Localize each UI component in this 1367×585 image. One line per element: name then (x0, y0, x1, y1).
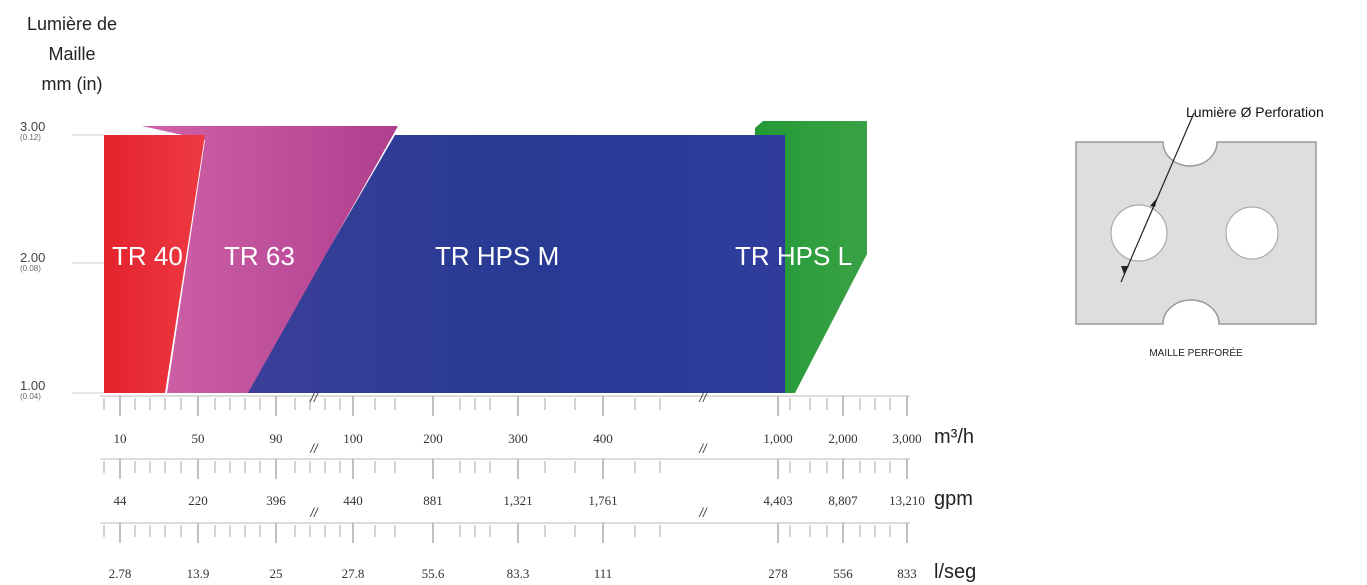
x-axis-0-tick-label: 50 (192, 431, 205, 446)
x-axis-1-tick-label: 1,321 (503, 493, 532, 508)
y-tick-2-sub: (0.08) (20, 264, 41, 273)
axis-break-marker: // (309, 505, 319, 520)
arrow-head-top (1150, 198, 1157, 207)
perforation-label: Lumière Ø Perforation (1186, 104, 1324, 120)
label-tr-63: TR 63 (224, 241, 295, 271)
axis-break-marker: // (309, 441, 319, 456)
x-axis-2-tick-label: 27.8 (342, 566, 365, 581)
diameter-arrow-line (1120, 112, 1195, 283)
diagram-caption: MAILLE PERFORÉE (1149, 346, 1243, 359)
label-tr-40: TR 40 (112, 241, 183, 271)
x-axis-2-tick-label: 111 (594, 566, 613, 581)
x-axis-2-tick-label: 833 (897, 566, 917, 581)
x-axes: 10 50 90 100 200 300 400 1,000 2,000 3,000 // // m³/… (100, 390, 976, 583)
axis-break-marker: // (698, 390, 708, 405)
x-axis-1-unit: gpm (934, 488, 973, 510)
axis-break-marker: // (698, 441, 708, 456)
x-axis-1-tick-label: 1,761 (588, 493, 617, 508)
perforated-mesh-diagram: Lumière Ø Perforation MAILLE PERFORÉE (1075, 104, 1324, 359)
x-axis-1-tick-label: 4,403 (763, 493, 792, 508)
x-axis-1-tick-label: 44 (114, 493, 128, 508)
area-tr-40 (104, 135, 205, 393)
x-axis-1-tick-label: 440 (343, 493, 363, 508)
x-axis-1-tick-label: 8,807 (828, 493, 858, 508)
y-axis-title-line3: mm (in) (42, 74, 103, 94)
x-axis-0-tick-label: 300 (508, 431, 528, 446)
x-axis-0-tick-label: 100 (343, 431, 363, 446)
x-axis-1-tick-label: 881 (423, 493, 443, 508)
perforation-hole-right (1225, 206, 1279, 260)
x-axis-2-tick-label: 556 (833, 566, 853, 581)
perforation-hole-left (1110, 204, 1168, 262)
x-axis-0-tick-label: 90 (270, 431, 283, 446)
area-tr-63 (142, 126, 398, 393)
x-axis-0-tick-label: 400 (593, 431, 613, 446)
y-tick-2: 2.00 (20, 250, 45, 265)
x-axis-0-unit: m³/h (934, 426, 974, 448)
x-axis-2-tick-label: 55.6 (422, 566, 445, 581)
y-axis-title-line2: Maille (48, 44, 95, 64)
x-axis-2-tick-label: 83.3 (507, 566, 530, 581)
axis-break-marker: // (698, 505, 708, 520)
area-tr-hps-m (245, 135, 785, 393)
y-tick-1: 1.00 (20, 378, 45, 393)
axis-break-marker: // (309, 390, 319, 405)
x-axis-0-tick-label: 2,000 (828, 431, 857, 446)
label-tr-hps-l: TR HPS L (735, 241, 852, 271)
x-axis-0-tick-label: 1,000 (763, 431, 792, 446)
x-axis-0-tick-label: 10 (114, 431, 127, 446)
x-axis-1-tick-label: 13,210 (889, 493, 925, 508)
label-tr-hps-m: TR HPS M (435, 241, 559, 271)
y-ticks: 3.00 (0.12) 2.00 (0.08) 1.00 (0.04) (20, 119, 104, 401)
x-axis-0-tick-label: 200 (423, 431, 443, 446)
x-axis-2-tick-label: 278 (768, 566, 788, 581)
x-axis-1-tick-label: 220 (188, 493, 208, 508)
x-axis-1-tick-label: 396 (266, 493, 286, 508)
x-axis-2-unit: l/seg (934, 561, 976, 583)
x-axis-2-tick-label: 2.78 (109, 566, 132, 581)
x-axis-2-tick-label: 13.9 (187, 566, 210, 581)
x-axis-0-tick-label: 3,000 (892, 431, 921, 446)
y-tick-3: 3.00 (20, 119, 45, 134)
perforated-plate (1075, 141, 1317, 325)
y-tick-3-sub: (0.12) (20, 133, 41, 142)
x-axis-2-tick-label: 25 (270, 566, 283, 581)
y-axis-title-line1: Lumière de (27, 14, 117, 34)
arrow-head-bottom (1121, 266, 1129, 274)
y-tick-1-sub: (0.04) (20, 392, 41, 401)
